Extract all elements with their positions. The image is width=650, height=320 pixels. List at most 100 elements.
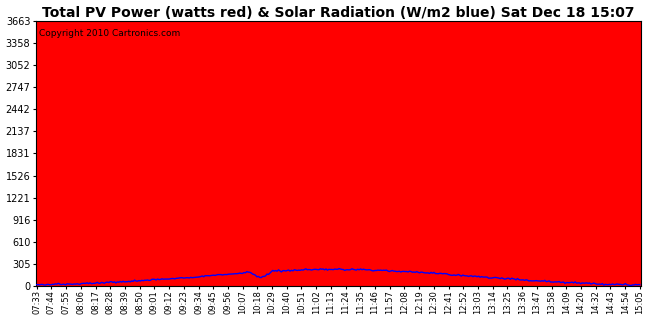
Bar [635,21,636,286]
Bar [170,21,172,286]
Bar [562,21,563,286]
Bar [468,21,469,286]
Bar [116,21,118,286]
Bar [550,21,551,286]
Bar [439,21,441,286]
Bar [204,21,206,286]
Bar [376,21,377,286]
Bar [578,21,580,286]
Bar [400,21,402,286]
Bar [630,21,632,286]
Bar [214,21,216,286]
Bar [570,21,571,286]
Bar [360,21,361,286]
Bar [511,21,512,286]
Bar [404,21,406,286]
Bar [107,21,108,286]
Bar [536,21,537,286]
Bar [133,21,134,286]
Bar [595,21,596,286]
Bar [543,21,544,286]
Bar [432,21,434,286]
Bar [146,21,147,286]
Bar [586,21,588,286]
Bar [429,21,430,286]
Bar [575,21,576,286]
Bar [237,21,239,286]
Bar [462,21,463,286]
Bar [118,21,120,286]
Bar [504,21,505,286]
Bar [129,21,131,286]
Bar [249,21,250,286]
Bar [409,21,410,286]
Bar [434,21,435,286]
Bar [144,21,146,286]
Bar [101,21,102,286]
Bar [270,21,272,286]
Bar [508,21,510,286]
Bar [276,21,278,286]
Bar [419,21,421,286]
Bar [308,21,309,286]
Bar [502,21,504,286]
Bar [294,21,295,286]
Bar [636,21,638,286]
Bar [174,21,176,286]
Bar [244,21,246,286]
Bar [320,21,321,286]
Bar [65,21,66,286]
Bar [162,21,164,286]
Bar [240,21,242,286]
Bar [450,21,452,286]
Bar [38,21,39,286]
Bar [625,21,626,286]
Bar [243,21,244,286]
Bar [229,21,230,286]
Bar [530,21,531,286]
Bar [364,21,365,286]
Bar [68,21,69,286]
Bar [43,21,45,286]
Bar [628,21,629,286]
Bar [259,21,261,286]
Bar [255,21,256,286]
Bar [389,21,390,286]
Bar [471,21,472,286]
Bar [227,21,229,286]
Bar [358,21,360,286]
Bar [604,21,606,286]
Bar [40,21,42,286]
Bar [135,21,136,286]
Bar [95,21,96,286]
Bar [588,21,589,286]
Bar [58,21,59,286]
Bar [442,21,443,286]
Bar [602,21,603,286]
Bar [424,21,426,286]
Bar [311,21,313,286]
Bar [430,21,432,286]
Bar [206,21,207,286]
Bar [449,21,450,286]
Bar [557,21,558,286]
Bar [287,21,288,286]
Bar [256,21,257,286]
Bar [417,21,419,286]
Bar [558,21,560,286]
Bar [213,21,215,286]
Bar [347,21,348,286]
Bar [318,21,320,286]
Bar [391,21,393,286]
Bar [367,21,369,286]
Bar [576,21,577,286]
Bar [373,21,374,286]
Bar [613,21,615,286]
Bar [563,21,564,286]
Bar [510,21,511,286]
Bar [395,21,396,286]
Bar [592,21,593,286]
Bar [458,21,459,286]
Bar [179,21,180,286]
Bar [136,21,138,286]
